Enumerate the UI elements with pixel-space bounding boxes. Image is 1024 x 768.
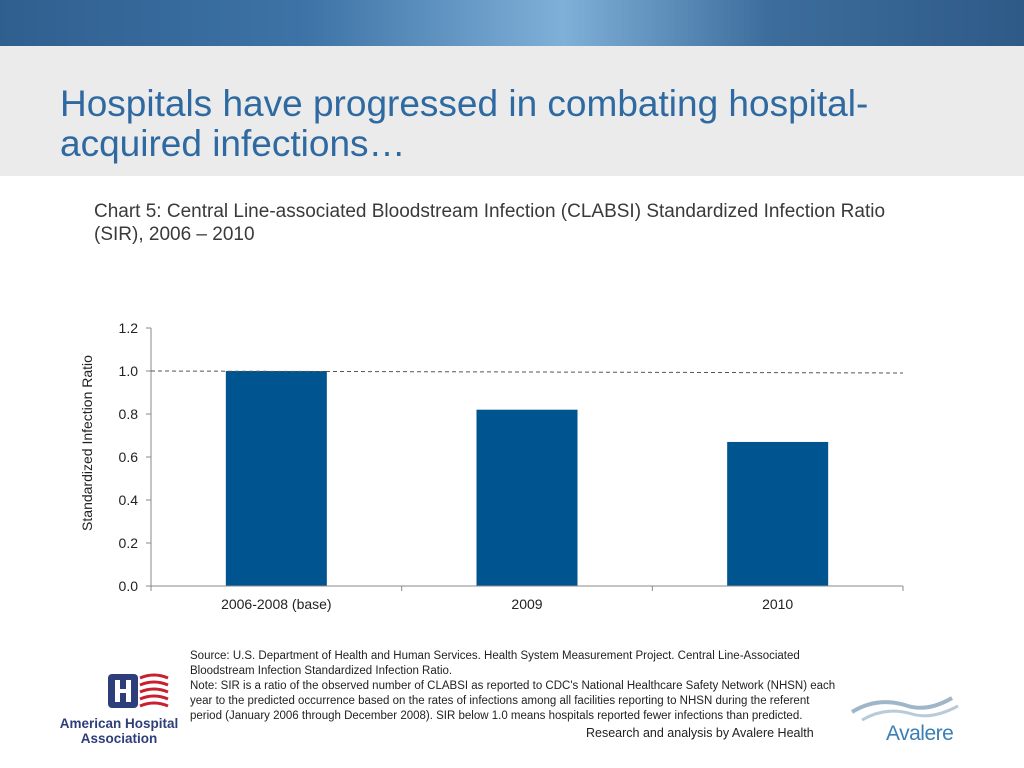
bar-1	[476, 409, 578, 586]
x-tick-label: 2010	[762, 596, 793, 612]
y-tick-label: 0.8	[119, 406, 139, 422]
x-tick-label: 2009	[511, 596, 542, 612]
y-tick-label: 1.0	[119, 363, 139, 379]
y-tick-label: 1.2	[119, 320, 139, 336]
title-band	[0, 46, 1024, 176]
slide-title: Hospitals have progressed in combating h…	[60, 83, 869, 164]
avalere-logo-text: Avalere	[886, 722, 954, 745]
aha-h-flag-icon	[108, 673, 169, 708]
reference-line	[150, 370, 904, 374]
analysis-credit: Research and analysis by Avalere Health	[586, 726, 814, 740]
bar-0	[225, 371, 327, 586]
source-text: Source: U.S. Department of Health and Hu…	[190, 650, 800, 677]
source-notes: Source: U.S. Department of Health and Hu…	[190, 649, 840, 724]
avalere-wave-icon	[850, 696, 959, 722]
y-tick-label: 0.2	[119, 535, 139, 551]
chart-title: Chart 5: Central Line-associated Bloodst…	[94, 201, 886, 245]
y-tick-label: 0.0	[119, 578, 139, 594]
bar-chart: 0.0 0.2 0.4 0.6 0.8 1.0 1.2 2006-2008 (base) 20…	[79, 320, 904, 612]
x-tick-label: 2006-2008 (base)	[221, 596, 332, 612]
bar-2	[727, 441, 829, 586]
y-axis-label: Standardized Infection Ratio	[79, 355, 95, 531]
y-tick-label: 0.4	[119, 492, 139, 508]
top-banner	[0, 0, 1024, 46]
y-tick-label: 0.6	[119, 449, 139, 465]
aha-logo-text: American Hospital Association	[59, 716, 179, 746]
note-text: Note: SIR is a ratio of the observed num…	[190, 680, 836, 722]
